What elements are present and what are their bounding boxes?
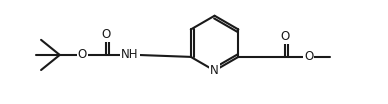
Text: O: O xyxy=(78,48,87,61)
Text: NH: NH xyxy=(121,48,139,61)
Text: O: O xyxy=(281,30,290,43)
Text: O: O xyxy=(102,28,111,41)
Text: O: O xyxy=(304,50,314,63)
Text: N: N xyxy=(210,64,219,77)
